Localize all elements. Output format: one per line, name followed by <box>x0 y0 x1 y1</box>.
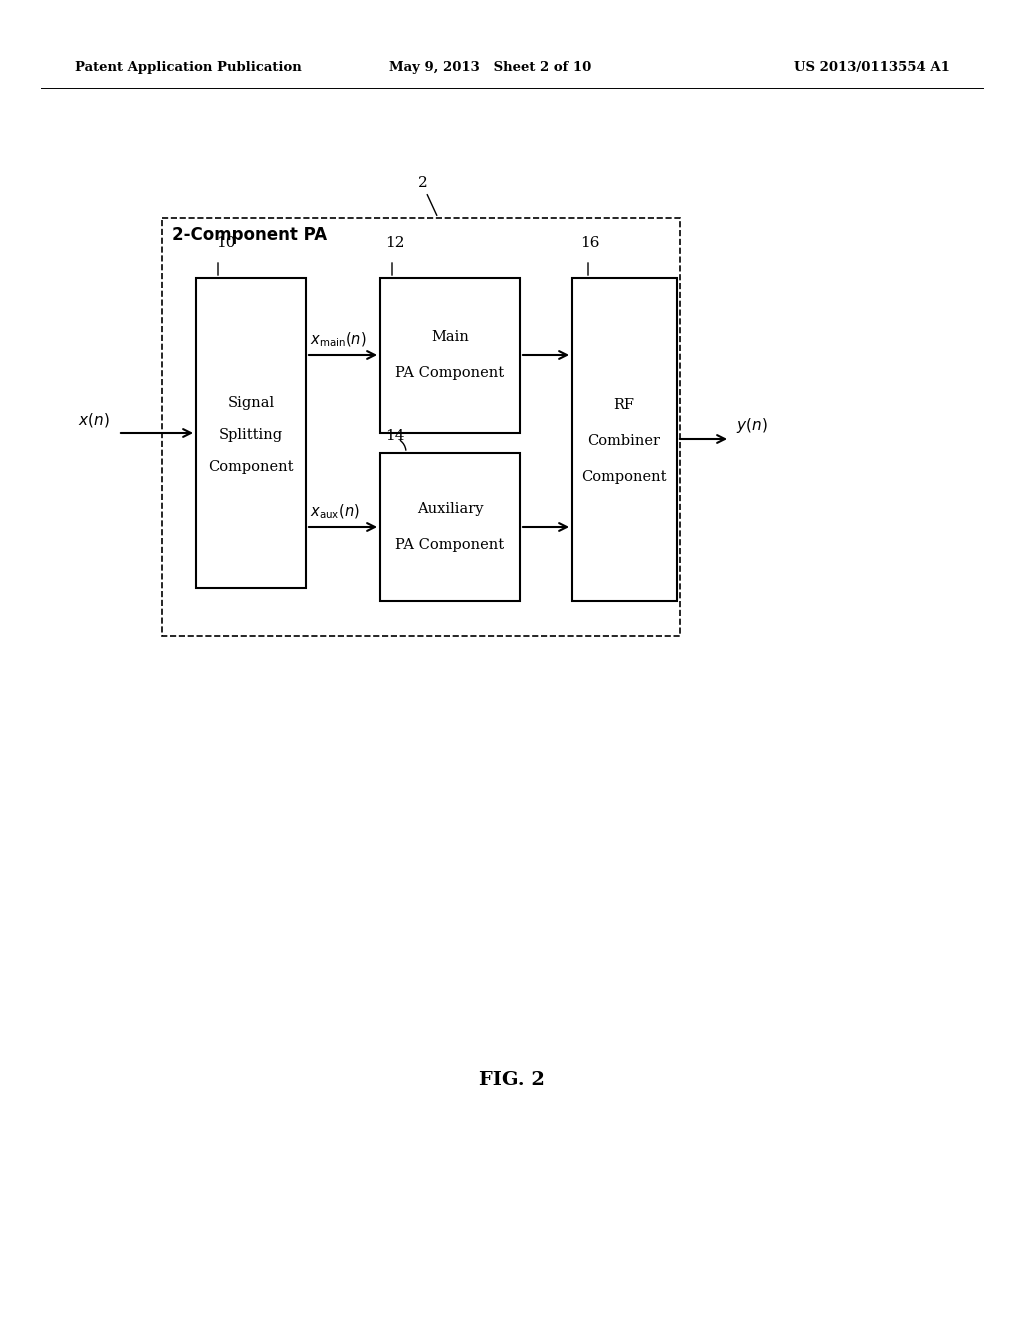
Text: 14: 14 <box>385 429 404 444</box>
Text: 10: 10 <box>216 236 236 249</box>
Text: May 9, 2013   Sheet 2 of 10: May 9, 2013 Sheet 2 of 10 <box>389 62 591 74</box>
Text: Auxiliary: Auxiliary <box>417 502 483 516</box>
Text: $x_{\rm aux}(n)$: $x_{\rm aux}(n)$ <box>310 503 359 521</box>
Text: 2: 2 <box>418 176 428 190</box>
Text: $y(n)$: $y(n)$ <box>736 416 768 436</box>
Text: 2-Component PA: 2-Component PA <box>172 226 327 244</box>
Text: Patent Application Publication: Patent Application Publication <box>75 62 302 74</box>
Bar <box>196 279 306 587</box>
Text: FIG. 2: FIG. 2 <box>479 1071 545 1089</box>
Text: RF: RF <box>613 399 635 412</box>
Text: $x(n)$: $x(n)$ <box>79 411 110 429</box>
Text: Splitting: Splitting <box>219 428 283 442</box>
Text: Main: Main <box>431 330 469 345</box>
Text: $x_{\rm main}(n)$: $x_{\rm main}(n)$ <box>310 330 367 348</box>
Text: 16: 16 <box>580 236 599 249</box>
Text: Combiner: Combiner <box>588 434 660 447</box>
Text: Signal: Signal <box>227 396 274 411</box>
Text: Component: Component <box>582 470 667 484</box>
Bar <box>162 218 680 636</box>
Text: 12: 12 <box>385 236 404 249</box>
Text: US 2013/0113554 A1: US 2013/0113554 A1 <box>795 62 950 74</box>
Bar <box>572 279 677 601</box>
Text: Component: Component <box>208 459 294 474</box>
Text: PA Component: PA Component <box>395 539 505 552</box>
Text: PA Component: PA Component <box>395 366 505 380</box>
Bar <box>380 279 520 433</box>
Bar <box>380 453 520 601</box>
